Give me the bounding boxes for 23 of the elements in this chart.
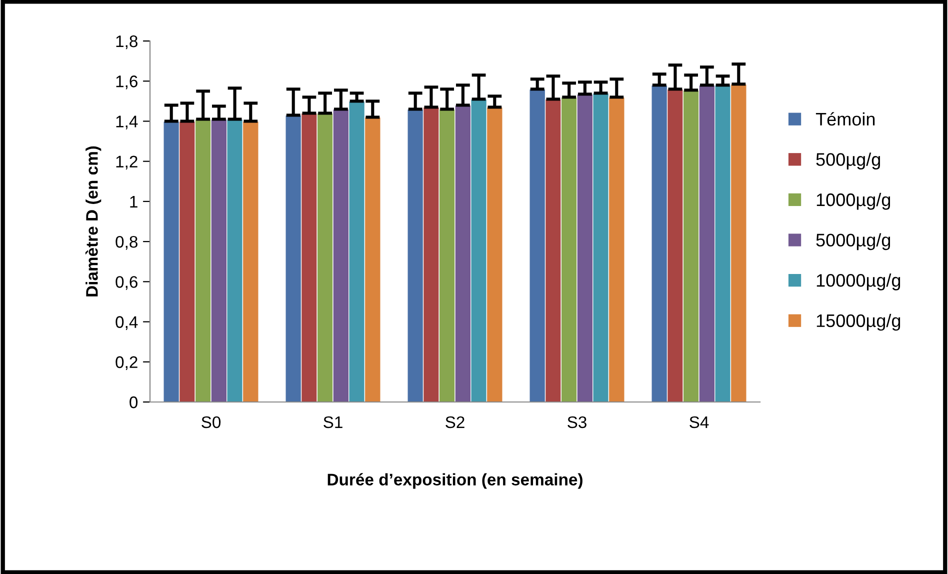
y-tick-label: 0,8 [116,236,138,250]
y-tick-label: 0,4 [116,316,138,330]
x-tick-label: S3 [568,416,586,428]
y-tick-label: 0 [130,396,138,408]
legend-label: 1000µg/g [816,192,890,210]
legend-label: Témoin [816,112,875,126]
y-axis-title: Diamètre D (en cm) [85,146,102,296]
y-tick-label: 1,2 [116,156,138,170]
legend-label: 10000µg/g [816,274,900,290]
y-tick-label: 1 [130,196,138,208]
x-tick-label: S1 [324,416,342,428]
legend-label: 500µg/g [816,152,880,170]
x-tick-label: S0 [202,416,221,428]
y-tick-label: 0,2 [116,356,138,370]
x-tick-label: S2 [446,416,464,428]
legend-label: 5000µg/g [816,233,890,250]
x-axis-title: Durée d’exposition (en semaine) [328,473,582,489]
y-tick-label: 0,6 [116,276,138,290]
y-tick-label: 1,4 [116,116,138,130]
x-tick-label: S4 [690,416,709,428]
legend-label: 15000µg/g [816,314,900,331]
y-tick-label: 1,6 [116,76,138,90]
y-tick-label: 1,8 [116,35,138,50]
